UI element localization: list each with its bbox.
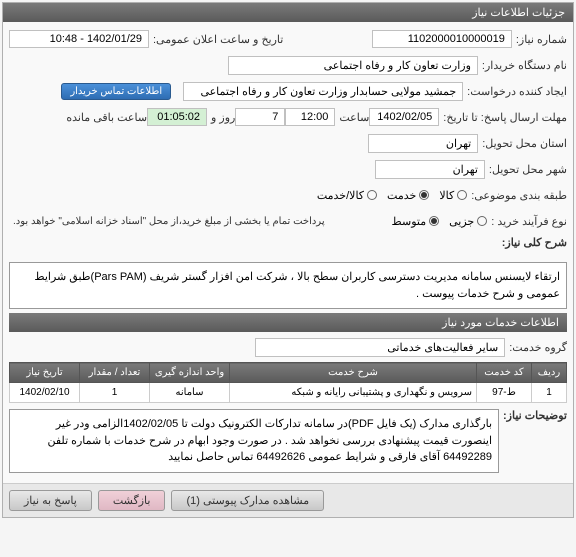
- th-desc: شرح خدمت: [230, 363, 477, 383]
- th-unit: واحد اندازه گیری: [150, 363, 230, 383]
- form-body: شماره نیاز: 1102000010000019 تاریخ و ساع…: [3, 22, 573, 483]
- td-row: 1: [532, 383, 567, 403]
- table-header-row: ردیف کد خدمت شرح خدمت واحد اندازه گیری ت…: [10, 363, 567, 383]
- proc-opt1-label: جزیی: [449, 215, 474, 228]
- pkg-type-label: طبقه بندی موضوعی:: [471, 189, 567, 202]
- deadline-date: 1402/02/05: [369, 108, 439, 126]
- contact-button[interactable]: اطلاعات تماس خریدار: [61, 83, 171, 100]
- main-panel: جزئیات اطلاعات نیاز شماره نیاز: 11020000…: [2, 2, 574, 518]
- general-desc-label: شرح کلی نیاز:: [502, 236, 567, 249]
- radio-icon: [419, 190, 429, 200]
- date-label: تاریخ و ساعت اعلان عمومی:: [153, 33, 283, 46]
- city-label: شهر محل تحویل:: [489, 163, 567, 176]
- table-row: 1 ط-97 سرویس و نگهداری و پشتیبانی رایانه…: [10, 383, 567, 403]
- remaining-time: 01:05:02: [147, 108, 207, 126]
- payment-note: پرداخت تمام یا بخشی از مبلغ خرید،از محل …: [13, 216, 325, 227]
- proc-opt2-label: متوسط: [392, 215, 427, 228]
- notes-text: بارگذاری مدارک (یک فایل PDF)در سامانه تد…: [9, 409, 499, 473]
- pkg-opt2-label: خدمت: [387, 189, 416, 202]
- panel-title: جزئیات اطلاعات نیاز: [3, 3, 573, 22]
- group-value: سایر فعالیت‌های خدماتی: [255, 338, 505, 357]
- td-unit: سامانه: [150, 383, 230, 403]
- radio-icon: [429, 216, 439, 226]
- req-no-value: 1102000010000019: [372, 30, 512, 48]
- proc-radio-minor[interactable]: جزیی: [449, 215, 487, 228]
- city-value: تهران: [375, 160, 485, 179]
- date-value: 1402/01/29 - 10:48: [9, 30, 149, 48]
- radio-icon: [367, 190, 377, 200]
- province-label: استان محل تحویل:: [482, 137, 567, 150]
- days-label: روز و: [211, 111, 235, 124]
- radio-icon: [477, 216, 487, 226]
- deadline-time: 12:00: [285, 108, 335, 126]
- th-date: تاریخ نیاز: [10, 363, 80, 383]
- general-desc-text: ارتقاء لایسنس سامانه مدیریت دسترسی کاربر…: [9, 262, 567, 309]
- services-table: ردیف کد خدمت شرح خدمت واحد اندازه گیری ت…: [9, 362, 567, 403]
- td-qty: 1: [80, 383, 150, 403]
- deadline-label: مهلت ارسال پاسخ: تا تاریخ:: [443, 111, 567, 124]
- creator-label: ایجاد کننده درخواست:: [467, 85, 567, 98]
- td-code: ط-97: [477, 383, 532, 403]
- th-row: ردیف: [532, 363, 567, 383]
- buyer-label: نام دستگاه خریدار:: [482, 59, 567, 72]
- group-label: گروه خدمت:: [509, 341, 567, 354]
- province-value: تهران: [368, 134, 478, 153]
- pkg-opt3-label: کالا/خدمت: [317, 189, 364, 202]
- th-qty: تعداد / مقدار: [80, 363, 150, 383]
- req-no-label: شماره نیاز:: [516, 33, 567, 46]
- attachments-button[interactable]: مشاهده مدارک پیوستی (1): [171, 490, 324, 511]
- creator-value: جمشید مولایی حسابدار وزارت تعاون کار و ر…: [183, 82, 463, 101]
- th-code: کد خدمت: [477, 363, 532, 383]
- buyer-value: وزارت تعاون کار و رفاه اجتماعی: [228, 56, 478, 75]
- pkg-radio-both[interactable]: کالا/خدمت: [317, 189, 377, 202]
- td-date: 1402/02/10: [10, 383, 80, 403]
- proc-radio-medium[interactable]: متوسط: [392, 215, 440, 228]
- bottom-bar: مشاهده مدارک پیوستی (1) بازگشت پاسخ به ن…: [3, 483, 573, 517]
- pkg-radio-service[interactable]: خدمت: [387, 189, 429, 202]
- respond-button[interactable]: پاسخ به نیاز: [9, 490, 92, 511]
- radio-icon: [457, 190, 467, 200]
- process-label: نوع فرآیند خرید :: [491, 215, 567, 228]
- remaining-label: ساعت باقی مانده: [66, 111, 147, 124]
- services-header: اطلاعات خدمات مورد نیاز: [9, 313, 567, 332]
- days-value: 7: [235, 108, 285, 126]
- pkg-radio-goods[interactable]: کالا: [439, 189, 467, 202]
- time-label-1: ساعت: [339, 111, 369, 124]
- back-button[interactable]: بازگشت: [98, 490, 166, 511]
- notes-label: توضیحات نیاز:: [503, 409, 567, 422]
- td-desc: سرویس و نگهداری و پشتیبانی رایانه و شبکه: [230, 383, 477, 403]
- pkg-opt1-label: کالا: [439, 189, 454, 202]
